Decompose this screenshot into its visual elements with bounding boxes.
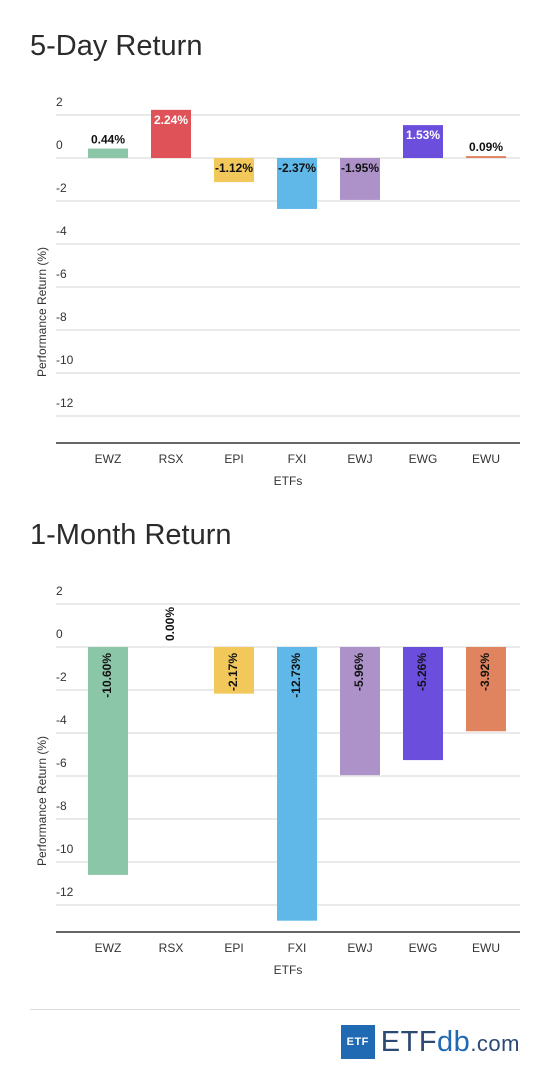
x-tick-label: EWG	[409, 941, 438, 955]
data-label: -2.17%	[226, 653, 240, 691]
logo-com: .com	[470, 1030, 520, 1056]
logo-db: db	[437, 1025, 471, 1058]
x-tick-label: EWJ	[347, 941, 372, 955]
data-label: -1.95%	[341, 161, 379, 175]
bar-ewz	[88, 647, 128, 875]
bar-ewu	[466, 156, 506, 158]
bar-ewg	[403, 125, 443, 158]
chart-1month-return: 2 0 -2 -4 -6 -8 -10 -12 EWZ -10.60% RSX 0.00% EPI -2.…	[35, 584, 520, 977]
bar-ewu	[466, 647, 506, 732]
data-label: -5.96%	[352, 653, 366, 691]
chart-5day-return: 2 0 -2 -4 -6 -8 -10 -12 EWZ 0.44% RSX 2.24% EPI -1.12…	[35, 95, 520, 488]
bar-epi	[214, 647, 254, 694]
data-label: -3.92%	[478, 653, 492, 691]
logo-wordmark: ETFdb.com	[380, 1025, 520, 1058]
data-label: -5.26%	[415, 653, 429, 691]
x-tick-label: EWU	[472, 452, 500, 466]
data-label: 1.53%	[406, 128, 440, 142]
x-tick-label: EWZ	[95, 452, 122, 466]
x-axis-title: ETFs	[274, 474, 303, 488]
chart-title-1month: 1-Month Return	[30, 519, 232, 551]
y-tick-label: 2	[56, 95, 63, 109]
y-axis-title: Performance Return (%)	[35, 736, 49, 866]
y-tick-label: -12	[56, 396, 74, 410]
y-tick-label: -4	[56, 713, 67, 727]
y-tick-label: 0	[56, 138, 63, 152]
y-tick-label: -2	[56, 670, 67, 684]
y-tick-label: -10	[56, 842, 74, 856]
y-tick-label: 0	[56, 627, 63, 641]
x-tick-label: EWU	[472, 941, 500, 955]
y-tick-label: 2	[56, 584, 63, 598]
bar-ewj	[340, 647, 380, 776]
x-tick-label: FXI	[288, 452, 307, 466]
bar-fxi	[277, 647, 317, 921]
x-tick-label: EWJ	[347, 452, 372, 466]
data-label: 0.09%	[469, 140, 503, 154]
data-label: 0.44%	[91, 133, 125, 147]
data-label: -2.37%	[278, 161, 316, 175]
x-tick-label: EWG	[409, 452, 438, 466]
y-axis-title: Performance Return (%)	[35, 247, 49, 377]
y-tick-label: -8	[56, 310, 67, 324]
x-tick-label: FXI	[288, 941, 307, 955]
bar-ewz	[88, 148, 128, 158]
data-label: -1.12%	[215, 161, 253, 175]
logo-badge: ETF	[340, 1025, 375, 1059]
data-label: -12.73%	[289, 653, 303, 698]
y-tick-label: -8	[56, 799, 67, 813]
data-label: -10.60%	[100, 653, 114, 698]
y-tick-label: -10	[56, 353, 74, 367]
x-axis-title: ETFs	[274, 963, 303, 977]
y-tick-label: -2	[56, 181, 67, 195]
x-tick-label: EWZ	[95, 941, 122, 955]
y-tick-label: -12	[56, 885, 74, 899]
y-tick-label: -6	[56, 756, 67, 770]
x-tick-label: RSX	[159, 941, 184, 955]
etfdb-logo[interactable]: ETF ETFdb.com	[340, 1025, 520, 1059]
x-tick-label: EPI	[224, 941, 243, 955]
bar-epi	[214, 158, 254, 183]
x-tick-label: RSX	[159, 452, 184, 466]
footer-divider	[30, 1009, 520, 1010]
bar-rsx	[151, 109, 191, 158]
data-label: 0.00%	[163, 607, 177, 641]
logo-etf: ETF	[380, 1025, 438, 1058]
x-tick-label: EPI	[224, 452, 243, 466]
bar-ewg	[403, 647, 443, 761]
y-tick-label: -6	[56, 267, 67, 281]
chart-title-5day: 5-Day Return	[30, 30, 203, 62]
y-tick-label: -4	[56, 224, 67, 238]
data-label: 2.24%	[154, 113, 188, 127]
bar-fxi	[277, 158, 317, 209]
bar-ewj	[340, 158, 380, 200]
